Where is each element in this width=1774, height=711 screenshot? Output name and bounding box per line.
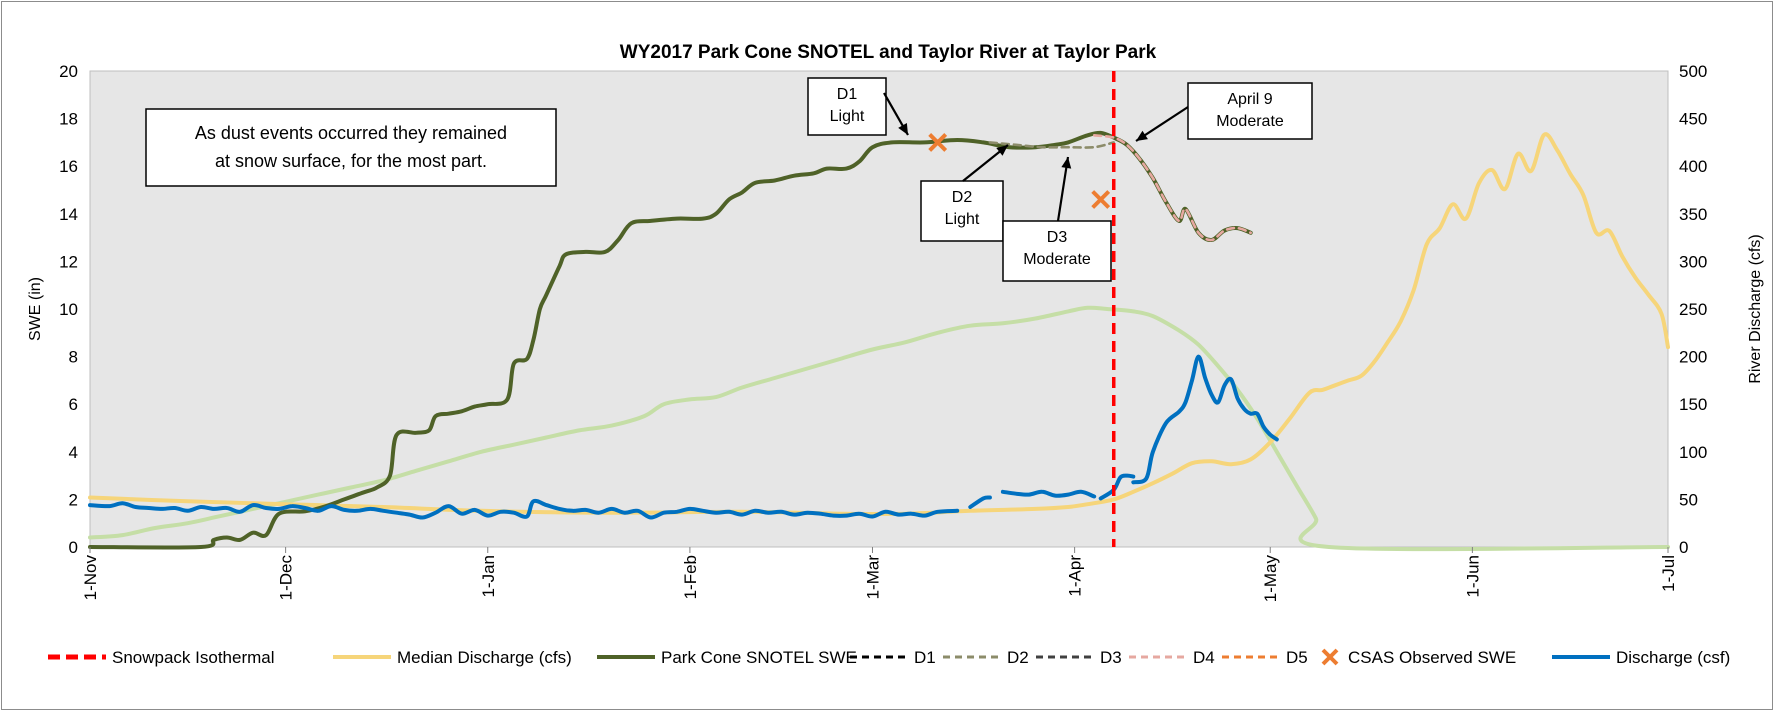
x-tick-1-jan: 1-Jan <box>479 555 498 598</box>
y-tick-left: 2 <box>69 490 78 509</box>
annotation-d1-light: D1 Light <box>807 77 909 136</box>
series-line-discharge-csf-0 <box>88 498 960 520</box>
svg-text:Light: Light <box>830 108 865 125</box>
note-box-dust-events: As dust events occurred they remained at … <box>145 108 557 187</box>
x-tick-1-feb: 1-Feb <box>681 555 700 599</box>
svg-text:Snowpack Isothermal: Snowpack Isothermal <box>112 648 275 667</box>
y-tick-left: 0 <box>69 538 78 557</box>
svg-text:D1: D1 <box>837 86 858 103</box>
legend-item-snowpack-isothermal: Snowpack Isothermal <box>48 648 275 667</box>
legend-item-park-cone-snotel-swe: Park Cone SNOTEL SWE <box>597 648 857 667</box>
y-tick-left: 4 <box>69 443 78 462</box>
x-tick-1-nov: 1-Nov <box>81 555 100 601</box>
y-tick-right: 350 <box>1679 205 1707 224</box>
y-tick-left: 18 <box>59 110 78 129</box>
legend-item-discharge-csf: Discharge (csf) <box>1552 648 1730 667</box>
x-tick-1-mar: 1-Mar <box>863 555 882 600</box>
x-tick-1-jun: 1-Jun <box>1463 555 1482 598</box>
svg-text:D5: D5 <box>1286 648 1308 667</box>
y-tick-right: 400 <box>1679 157 1707 176</box>
y-tick-left: 10 <box>59 300 78 319</box>
y-tick-left: 6 <box>69 395 78 414</box>
svg-text:at snow surface, for the most: at snow surface, for the most part. <box>215 151 487 171</box>
y-tick-left: 14 <box>59 205 78 224</box>
svg-text:D2: D2 <box>952 189 973 206</box>
svg-text:Median Discharge (cfs): Median Discharge (cfs) <box>397 648 572 667</box>
series-line-discharge-csf-1 <box>968 495 992 509</box>
annotation-april-9-moderate: April 9 Moderate <box>1135 82 1313 142</box>
y-tick-left: 16 <box>59 157 78 176</box>
y-tick-right: 200 <box>1679 348 1707 367</box>
x-tick-1-dec: 1-Dec <box>277 555 296 601</box>
svg-text:D2: D2 <box>1007 648 1029 667</box>
series-line-park-cone-snotel-swe <box>88 130 1253 550</box>
x-tick-1-apr: 1-Apr <box>1066 555 1085 597</box>
svg-text:Park Cone SNOTEL SWE: Park Cone SNOTEL SWE <box>661 648 857 667</box>
y-tick-right: 0 <box>1679 538 1688 557</box>
y-tick-left: 20 <box>59 62 78 81</box>
csas-observed-marker-0 <box>928 132 948 152</box>
series-line-discharge-csf-3 <box>1098 473 1136 501</box>
y-tick-left: 12 <box>59 252 78 271</box>
y-tick-right: 250 <box>1679 300 1707 319</box>
svg-text:Moderate: Moderate <box>1216 113 1284 130</box>
annotation-d2-light: D2 Light <box>920 144 1009 242</box>
legend-item-d4: D4 <box>1129 648 1215 667</box>
y-axis-title-right: River Discharge (cfs) <box>1747 234 1764 383</box>
series-line-d2 <box>988 141 1115 149</box>
y-tick-right: 450 <box>1679 110 1707 129</box>
y-axis-title-left: SWE (in) <box>27 277 44 341</box>
series-line-discharge-csf-4 <box>1131 354 1279 485</box>
x-tick-1-jul: 1-Jul <box>1659 555 1678 592</box>
csas-observed-marker-1 <box>1091 190 1111 209</box>
svg-text:Discharge (csf): Discharge (csf) <box>1616 648 1730 667</box>
svg-text:D4: D4 <box>1193 648 1215 667</box>
y-tick-right: 500 <box>1679 62 1707 81</box>
legend-item-d5: D5 <box>1222 648 1308 667</box>
svg-text:D3: D3 <box>1047 229 1068 246</box>
series-line-discharge-csf-2 <box>1000 489 1097 499</box>
legend-item-median-discharge-cfs: Median Discharge (cfs) <box>333 648 572 667</box>
y-tick-right: 50 <box>1679 490 1698 509</box>
svg-text:CSAS Observed SWE: CSAS Observed SWE <box>1348 648 1516 667</box>
chart-title: WY2017 Park Cone SNOTEL and Taylor River… <box>620 42 1157 63</box>
y-tick-right: 150 <box>1679 395 1707 414</box>
legend-item-d3: D3 <box>1036 648 1122 667</box>
svg-text:D3: D3 <box>1100 648 1122 667</box>
x-tick-1-may: 1-May <box>1261 555 1280 603</box>
svg-text:Light: Light <box>945 211 980 228</box>
series-line-median-discharge-cfs <box>88 132 1670 517</box>
svg-text:April 9: April 9 <box>1227 91 1272 108</box>
svg-text:D1: D1 <box>914 648 936 667</box>
series-line-d4 <box>1092 134 1252 242</box>
y-tick-left: 8 <box>69 348 78 367</box>
annotation-d3-moderate: D3 Moderate <box>1002 156 1112 282</box>
y-tick-right: 100 <box>1679 443 1707 462</box>
y-tick-right: 300 <box>1679 252 1707 271</box>
svg-text:As dust events occurred they r: As dust events occurred they remained <box>195 123 507 143</box>
legend-item-d2: D2 <box>943 648 1029 667</box>
legend-item-d1: D1 <box>850 648 936 667</box>
legend-item-csas-observed-swe: CSAS Observed SWE <box>1321 648 1516 667</box>
svg-text:Moderate: Moderate <box>1023 251 1091 268</box>
